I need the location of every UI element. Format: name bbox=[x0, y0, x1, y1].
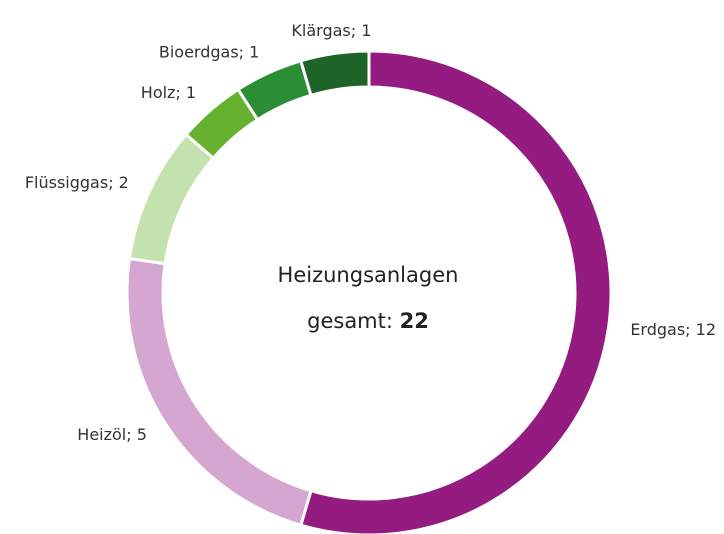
donut-segment bbox=[298, 49, 613, 534]
data-label: Erdgas; 12 bbox=[630, 320, 716, 339]
data-label: Flüssiggas; 2 bbox=[25, 173, 129, 192]
data-label: Bioerdgas; 1 bbox=[159, 42, 259, 61]
total-label: gesamt: bbox=[307, 309, 393, 333]
data-label: Holz; 1 bbox=[141, 83, 196, 102]
center-title: Heizungsanlagen bbox=[278, 263, 459, 287]
data-label: Heizöl; 5 bbox=[77, 425, 147, 444]
donut-segment bbox=[298, 49, 371, 98]
center-total: gesamt: 22 bbox=[307, 309, 429, 333]
donut-segment bbox=[125, 256, 313, 528]
donut-segment bbox=[127, 132, 216, 266]
data-label: Klärgas; 1 bbox=[291, 21, 371, 40]
total-value: 22 bbox=[400, 309, 429, 333]
